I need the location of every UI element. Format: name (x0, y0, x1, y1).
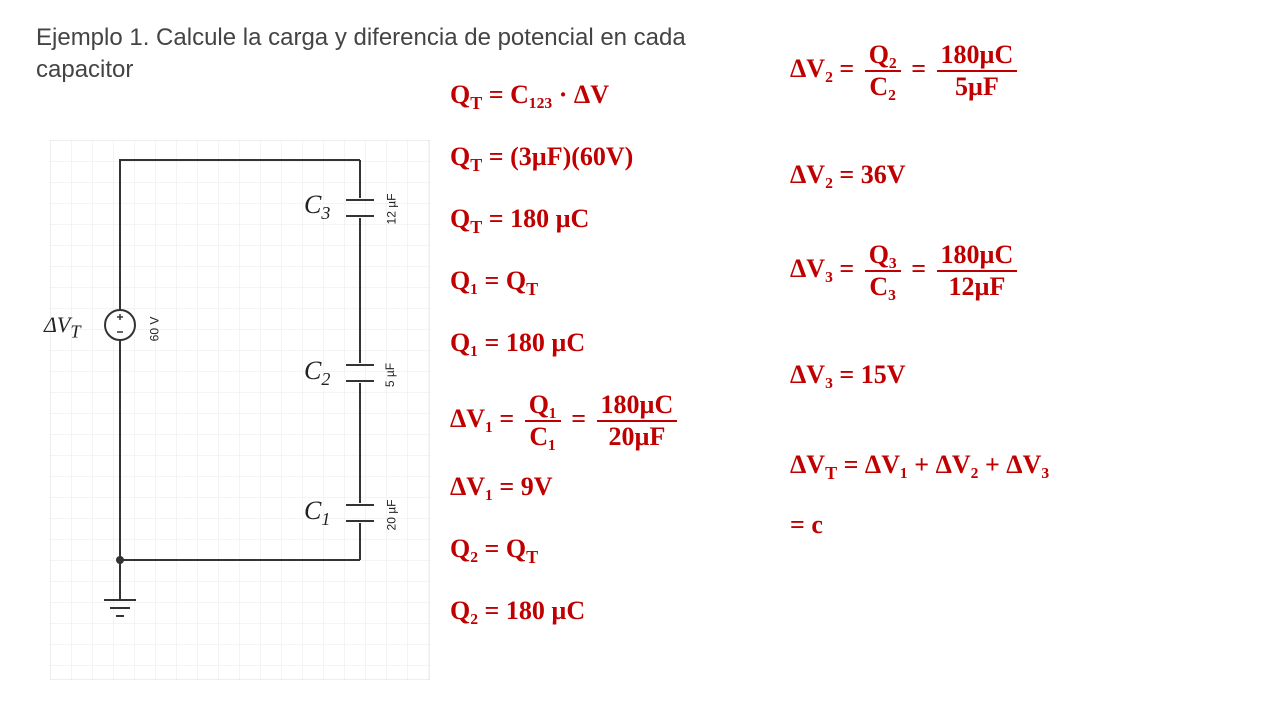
cap-c3-label: C3 (304, 190, 330, 224)
handwritten-equation: ΔVT = ΔV₁ + ΔV₂ + ΔV₃ (790, 450, 1049, 484)
handwritten-equation: QT = C₁₂₃ · ΔV (450, 80, 609, 114)
cap-c2-value: 5 µF (383, 363, 397, 387)
cap-c1-value: 20 µF (384, 500, 398, 531)
voltage-source-label: ΔVT (44, 312, 81, 342)
voltage-source-value: 60 V (147, 317, 161, 342)
cap-c3-value: 12 µF (384, 194, 398, 225)
handwritten-equation: = c (790, 510, 823, 540)
voltage-source-subscript: T (70, 321, 80, 341)
handwritten-equation: QT = (3µF)(60V) (450, 142, 633, 176)
handwritten-equation: Q₁ = 180 µC (450, 328, 585, 358)
handwritten-equation: QT = 180 µC (450, 204, 589, 238)
handwritten-equation: ΔV₃ = Q₃C₃ = 180µC12µF (790, 240, 1021, 302)
circuit-svg (50, 140, 430, 680)
cap-c2-label: C2 (304, 356, 330, 390)
cap-c1-label: C1 (304, 496, 330, 530)
handwritten-equation: ΔV₁ = 9V (450, 472, 552, 502)
handwritten-equation: Q₂ = 180 µC (450, 596, 585, 626)
handwritten-equation: ΔV₃ = 15V (790, 360, 905, 390)
circuit-diagram: ΔVT 60 V C3 12 µF C2 5 µF C1 20 µF (50, 140, 430, 680)
handwritten-equation: ΔV₁ = Q₁C₁ = 180µC20µF (450, 390, 681, 452)
title-line-2: capacitor (36, 56, 133, 83)
problem-title: Ejemplo 1. Calcule la carga y diferencia… (36, 22, 686, 87)
handwritten-equation: ΔV₂ = 36V (790, 160, 905, 190)
handwritten-equation: Q₂ = QT (450, 534, 538, 568)
handwritten-equation: ΔV₂ = Q₂C₂ = 180µC5µF (790, 40, 1021, 102)
title-line-1: Ejemplo 1. Calcule la carga y diferencia… (36, 24, 686, 51)
handwritten-equation: Q₁ = QT (450, 266, 538, 300)
